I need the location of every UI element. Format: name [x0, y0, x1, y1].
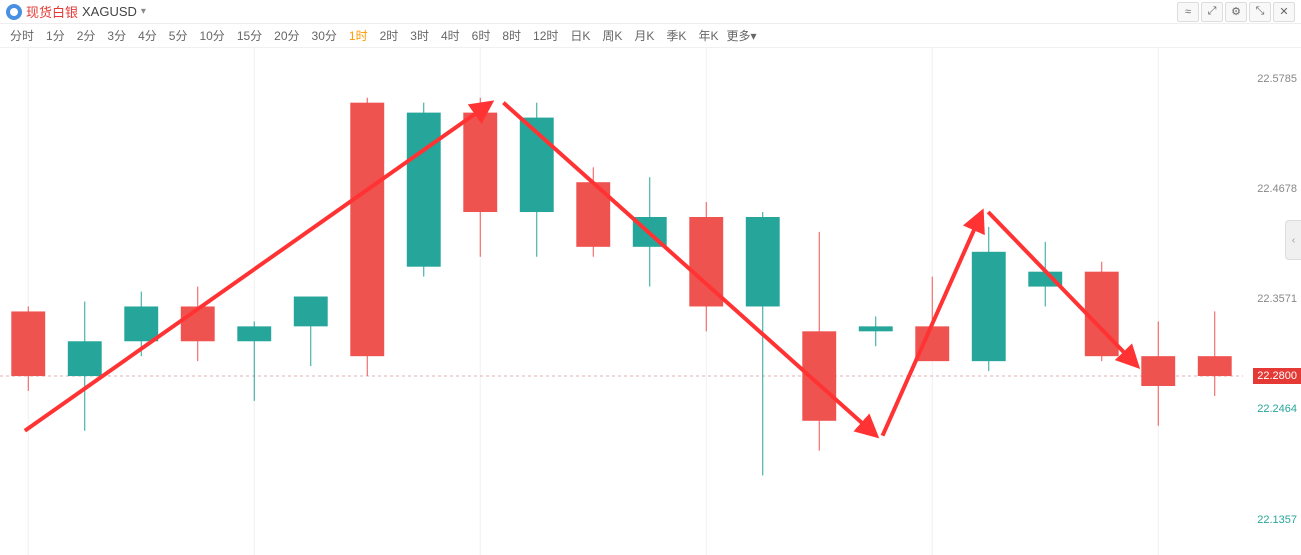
timeframe-日K[interactable]: 日K — [566, 25, 594, 46]
header-button-1[interactable]: ⤢ — [1201, 2, 1223, 22]
timeframe-2时[interactable]: 2时 — [376, 25, 403, 46]
yaxis-label: 22.5785 — [1257, 73, 1297, 85]
timeframe-1时[interactable]: 1时 — [345, 25, 372, 46]
timeframe-8时[interactable]: 8时 — [498, 25, 525, 46]
timeframe-bar: 分时1分2分3分4分5分10分15分20分30分1时2时3时4时6时8时12时日… — [0, 24, 1301, 48]
candlestick-chart — [0, 48, 1243, 555]
expand-panel-tab[interactable]: ‹ — [1285, 220, 1301, 260]
yaxis-label: 22.1357 — [1257, 514, 1297, 526]
timeframe-4分[interactable]: 4分 — [134, 25, 161, 46]
instrument-ticker[interactable]: XAGUSD — [82, 4, 137, 19]
header-button-2[interactable]: ⚙ — [1225, 2, 1247, 22]
timeframe-10分[interactable]: 10分 — [195, 25, 228, 46]
header-button-0[interactable]: ≈ — [1177, 2, 1199, 22]
yaxis-label: 22.3571 — [1257, 293, 1297, 305]
yaxis-label: 22.4678 — [1257, 183, 1297, 195]
timeframe-30分[interactable]: 30分 — [308, 25, 341, 46]
yaxis-label: 22.2464 — [1257, 403, 1297, 415]
chart-header: 现货白银 XAGUSD ▾ ≈⤢⚙⤡✕ — [0, 0, 1301, 24]
timeframe-年K[interactable]: 年K — [694, 25, 722, 46]
timeframe-月K[interactable]: 月K — [630, 25, 658, 46]
timeframe-2分[interactable]: 2分 — [73, 25, 100, 46]
timeframe-4时[interactable]: 4时 — [437, 25, 464, 46]
header-button-4[interactable]: ✕ — [1273, 2, 1295, 22]
price-axis: 22.5785 22.4678 22.3571 22.2464 22.1357 22.28… — [1243, 48, 1301, 555]
chart-area[interactable] — [0, 48, 1243, 555]
header-toolbar: ≈⤢⚙⤡✕ — [1177, 2, 1295, 22]
chevron-down-icon[interactable]: ▾ — [141, 6, 146, 17]
timeframe-分时[interactable]: 分时 — [6, 25, 38, 46]
timeframe-5分[interactable]: 5分 — [165, 25, 192, 46]
timeframe-15分[interactable]: 15分 — [233, 25, 266, 46]
timeframe-3时[interactable]: 3时 — [406, 25, 433, 46]
timeframe-more[interactable]: 更多▾ — [726, 27, 756, 44]
timeframe-季K[interactable]: 季K — [662, 25, 690, 46]
timeframe-6时[interactable]: 6时 — [468, 25, 495, 46]
logo-icon — [6, 4, 22, 20]
timeframe-12时[interactable]: 12时 — [529, 25, 562, 46]
timeframe-3分[interactable]: 3分 — [103, 25, 130, 46]
timeframe-1分[interactable]: 1分 — [42, 25, 69, 46]
timeframe-20分[interactable]: 20分 — [270, 25, 303, 46]
timeframe-周K[interactable]: 周K — [598, 25, 626, 46]
header-button-3[interactable]: ⤡ — [1249, 2, 1271, 22]
current-price-tag: 22.2800 — [1253, 368, 1301, 384]
instrument-name-cn: 现货白银 — [26, 2, 78, 21]
